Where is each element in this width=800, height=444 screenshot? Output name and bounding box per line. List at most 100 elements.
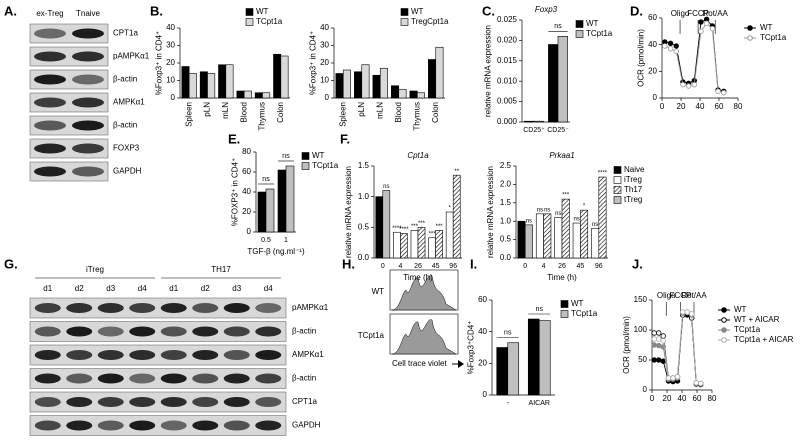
bar	[342, 69, 351, 99]
blot-row-label: AMPKα1	[292, 350, 324, 359]
data-point	[670, 375, 676, 381]
x-tick-label: 40	[678, 394, 687, 403]
x-tick-label: Blood	[239, 102, 248, 122]
x-tick-label: 96	[449, 263, 457, 270]
data-point	[656, 357, 662, 363]
y-tick-label: 30	[166, 41, 175, 50]
data-point	[715, 88, 721, 95]
bar	[372, 74, 381, 99]
data-point	[691, 81, 697, 88]
panel-letter: G.	[4, 256, 18, 271]
data-point	[656, 342, 662, 349]
y-tick-label: 150	[634, 295, 648, 304]
blot-band	[160, 326, 187, 337]
data-point	[698, 380, 704, 387]
bar	[262, 92, 271, 99]
blot-band	[223, 350, 250, 360]
y-tick-label: 100	[634, 325, 648, 334]
significance-label: ****	[392, 226, 402, 232]
panel-letter: A.	[4, 3, 17, 18]
blot-band	[34, 97, 66, 108]
blot-band	[97, 326, 124, 337]
bar	[382, 190, 391, 259]
legend-label: TCpt1a	[734, 325, 761, 334]
x-tick-label: Blood	[394, 102, 403, 122]
x-tick-label: -	[507, 400, 510, 407]
data-point	[665, 375, 672, 381]
y-tick-label: 20	[648, 66, 657, 75]
y-tick-label: 0.5	[358, 222, 370, 231]
blot-band	[223, 373, 250, 384]
blot-band	[34, 326, 61, 337]
bar	[572, 222, 581, 259]
data-point	[651, 357, 657, 363]
legend-label: iTreg	[624, 175, 642, 184]
legend-swatch	[400, 18, 409, 26]
blot-band	[72, 51, 104, 62]
legend-marker	[747, 35, 753, 41]
significance-label: ***	[562, 193, 570, 199]
x-tick-label: 45	[432, 263, 440, 270]
y-axis-label: %Foxp3⁺ in CD4⁺	[155, 31, 164, 95]
bar	[400, 233, 408, 259]
legend-swatch	[613, 186, 622, 194]
x-tick-label: 20	[677, 102, 686, 111]
panel-letter: H.	[342, 256, 355, 271]
x-tick-label: 0	[650, 394, 655, 403]
blot-strip	[29, 297, 287, 319]
data-point	[656, 336, 662, 342]
bar	[273, 53, 282, 99]
bar	[435, 230, 443, 259]
legend-marker	[721, 337, 727, 343]
legend-label: Th17	[624, 185, 643, 194]
legend-label: WT	[256, 7, 269, 16]
bar	[243, 90, 252, 99]
y-tick-label: 2.5	[500, 161, 512, 170]
data-point	[651, 330, 657, 336]
x-tick-label: 60	[693, 394, 702, 403]
bar	[285, 165, 295, 233]
bar	[445, 211, 454, 259]
y-tick-label: 1.0	[358, 192, 370, 201]
blot-band	[255, 373, 282, 384]
legend-swatch	[301, 152, 310, 160]
legend-label: TregCpt1a	[411, 17, 449, 26]
data-point	[660, 333, 666, 339]
lane-label: d1	[43, 284, 52, 293]
blot-row-label: CPT1a	[113, 29, 138, 38]
bar	[277, 169, 287, 233]
histogram	[391, 275, 457, 311]
legend-label: TCpt1a	[586, 29, 613, 38]
blot-band	[192, 350, 219, 360]
x-tick-label: 1	[284, 237, 288, 244]
bar	[354, 71, 363, 99]
blot-strip	[29, 415, 287, 436]
y-tick-label: 40	[648, 40, 657, 49]
x-tick-label: Spleen	[184, 102, 193, 127]
significance-label: ns	[262, 176, 270, 183]
y-tick-label: 0.0	[358, 253, 370, 262]
sample-label: TCpt1a	[358, 331, 385, 340]
significance-label: ns	[574, 217, 580, 223]
x-tick-label: 60	[715, 102, 724, 111]
significance-label: **	[454, 169, 459, 175]
blot-band	[66, 420, 93, 431]
bar	[598, 176, 607, 259]
y-tick-label: 0.010	[497, 76, 518, 85]
y-tick-label: 0.020	[497, 36, 518, 45]
x-tick-label: 0.5	[261, 237, 271, 244]
significance-label: ns	[504, 330, 512, 337]
blot-band	[97, 420, 124, 431]
blot-row-label: β-actin	[292, 327, 316, 336]
x-tick-label: Colon	[431, 102, 440, 123]
bar	[507, 342, 520, 396]
x-tick-label: Thymus	[258, 102, 267, 130]
significance-label: ****	[399, 227, 409, 233]
significance-label: ns	[544, 207, 550, 213]
panel-letter: D.	[630, 3, 643, 18]
blot-band	[34, 143, 66, 154]
legend-label: WT	[760, 23, 773, 32]
data-point	[660, 358, 666, 364]
y-tick-label: 40	[478, 327, 487, 336]
